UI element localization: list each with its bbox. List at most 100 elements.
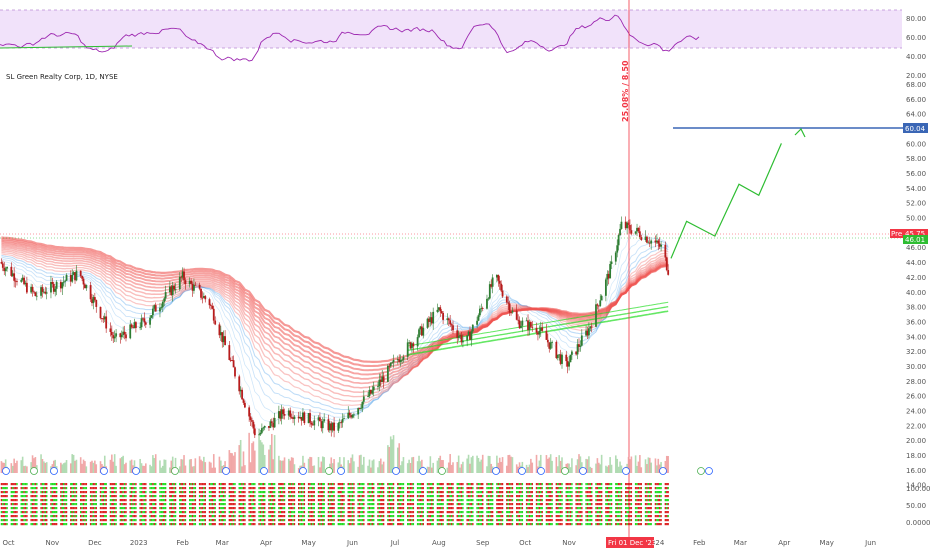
lower-bar: [194, 519, 197, 522]
lower-bar: [429, 487, 432, 490]
lower-bar: [241, 519, 243, 522]
lower-bar: [152, 503, 154, 506]
lower-bar: [327, 491, 330, 494]
lower-bar: [626, 487, 628, 490]
lower-bar: [122, 503, 124, 506]
lower-bar: [470, 495, 473, 498]
lower-bar: [251, 499, 253, 502]
volume-bar: [380, 458, 382, 473]
lower-bar: [363, 503, 365, 506]
lower-bar: [26, 487, 28, 490]
volume-bar: [232, 455, 235, 473]
lower-bar: [627, 511, 630, 514]
volume-bar: [263, 454, 266, 473]
lower-bar: [429, 503, 432, 506]
lower-bar: [143, 511, 146, 514]
candle-body: [357, 408, 360, 415]
lower-bar: [373, 503, 375, 506]
lower-bar: [218, 483, 221, 486]
lower-bar: [204, 519, 206, 522]
lower-bar: [63, 523, 65, 526]
lower-bar: [94, 487, 96, 490]
lower-bar: [431, 483, 433, 486]
lower-bar: [152, 491, 154, 494]
lower-bar: [627, 507, 630, 510]
lower-bar: [377, 523, 379, 526]
volume-bar: [639, 455, 641, 473]
lower-bar: [569, 499, 572, 502]
lower-bar: [390, 515, 392, 518]
lower-bar: [278, 495, 280, 498]
lower-bar: [319, 511, 321, 514]
lower-bar: [101, 495, 103, 498]
candle-body: [511, 310, 514, 313]
volume-bar: [71, 454, 73, 473]
lower-bar: [307, 487, 310, 490]
lower-bar: [333, 483, 335, 486]
lower-bar: [353, 515, 355, 518]
lower-bar: [170, 519, 172, 522]
candle-body: [181, 271, 184, 278]
lower-bar: [347, 503, 349, 506]
lower-bar: [634, 519, 637, 522]
lower-bar: [14, 507, 17, 510]
lower-bar: [497, 499, 499, 502]
lower-bar: [55, 483, 58, 486]
lower-bar: [565, 515, 567, 518]
lower-bar: [418, 499, 420, 502]
lower-bar: [537, 491, 539, 494]
lower-bar: [627, 499, 630, 502]
lower-bar: [637, 511, 640, 514]
lower-bar: [6, 495, 8, 498]
lower-bar: [218, 503, 221, 506]
lower-bar: [644, 519, 647, 522]
lower-bar: [370, 523, 372, 526]
lower-bar: [646, 511, 648, 514]
lower-bar: [370, 507, 372, 510]
lower-bar: [153, 503, 156, 506]
lower-bar: [241, 495, 243, 498]
candle-body: [219, 332, 222, 336]
lower-bar: [164, 499, 167, 502]
lower-bar: [531, 487, 533, 490]
lower-bar: [140, 499, 143, 502]
lower-bar: [407, 511, 409, 514]
lower-bar: [194, 515, 197, 518]
projection-path[interactable]: [670, 143, 782, 259]
lower-bar: [232, 491, 235, 494]
lower-bar: [278, 503, 280, 506]
lower-bar: [174, 495, 177, 498]
lower-bar: [54, 515, 56, 518]
lower-bar: [457, 523, 460, 526]
lower-bar: [313, 495, 315, 498]
lower-bar: [179, 483, 181, 486]
lower-bar: [81, 483, 83, 486]
lower-bar: [517, 511, 519, 514]
lower-bar: [79, 519, 82, 522]
lower-bar: [159, 515, 161, 518]
lower-bar: [373, 511, 375, 514]
lower-bar: [367, 495, 369, 498]
lower-bar: [248, 487, 250, 490]
candle-body: [139, 327, 142, 329]
candle-body: [422, 327, 425, 336]
lower-bar: [208, 495, 211, 498]
price-tick: 16.00: [906, 467, 926, 475]
lower-bar: [408, 519, 410, 522]
lower-bar: [353, 487, 355, 490]
lower-bar: [538, 523, 541, 526]
lower-bar: [541, 523, 543, 526]
volume-bar: [486, 466, 488, 473]
lower-bar: [398, 519, 400, 522]
lower-bar: [516, 503, 518, 506]
lower-bar: [657, 515, 659, 518]
lower-bar: [462, 491, 464, 494]
lower-bar: [119, 491, 122, 494]
lower-bar: [598, 507, 600, 510]
lower-bar: [213, 499, 215, 502]
lower-bar: [411, 523, 413, 526]
candle-body: [221, 332, 224, 343]
candle-body: [14, 280, 17, 282]
lower-bar: [616, 519, 618, 522]
lower-bar: [173, 487, 175, 490]
